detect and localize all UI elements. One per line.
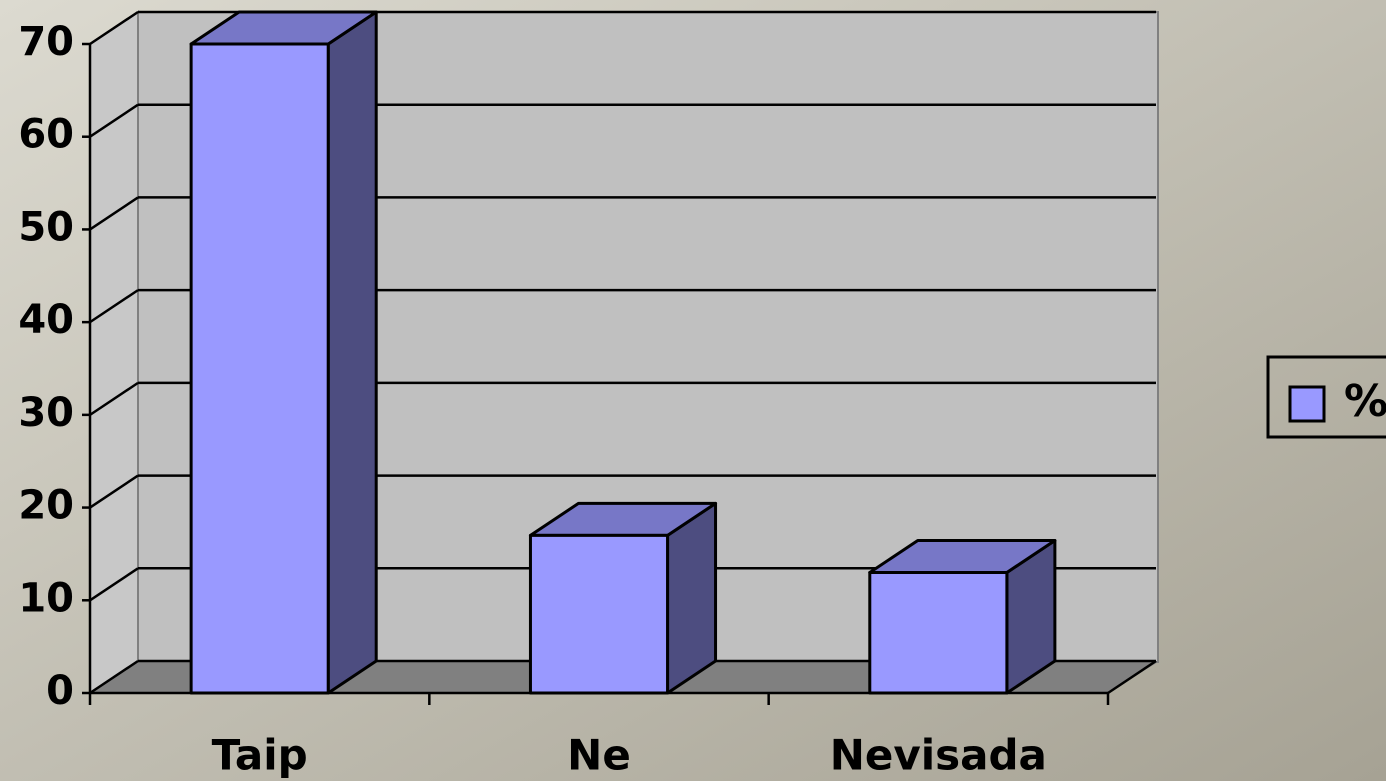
legend-swatch [1288,385,1326,423]
bar [528,533,670,695]
y-tick-label: 60 [18,112,74,158]
side-wall [89,10,139,695]
grid-line-side [89,103,139,138]
x-tick-label: Ne [567,731,631,780]
x-tick-label: Nevisada [830,731,1047,780]
grid-line-side [89,659,139,695]
grid-line-side [89,381,139,416]
plot: 0 10 20 30 40 50 60 70 Taip Ne Nevisada [18,10,1157,780]
bar [189,42,330,695]
y-tick-label: 10 [18,575,74,621]
bar [868,570,1009,695]
grid-line-side [89,474,139,509]
y-tick-label: 40 [18,297,74,343]
y-tick-label: 30 [18,390,74,436]
grid-line-side [89,196,139,231]
y-tick-label: 0 [46,668,74,714]
y-tick-label: 20 [18,483,74,529]
bar-side [326,10,378,695]
x-axis-depth [1107,659,1157,695]
legend-label: % [1344,376,1386,427]
grid-line-side [89,10,139,46]
x-tick-label: Taip [212,731,308,780]
y-tick-label: 50 [18,204,74,250]
grid-line-side [89,289,139,324]
grid-line-side [89,567,139,602]
y-tick-label: 70 [18,19,74,65]
legend-box [1266,355,1386,439]
